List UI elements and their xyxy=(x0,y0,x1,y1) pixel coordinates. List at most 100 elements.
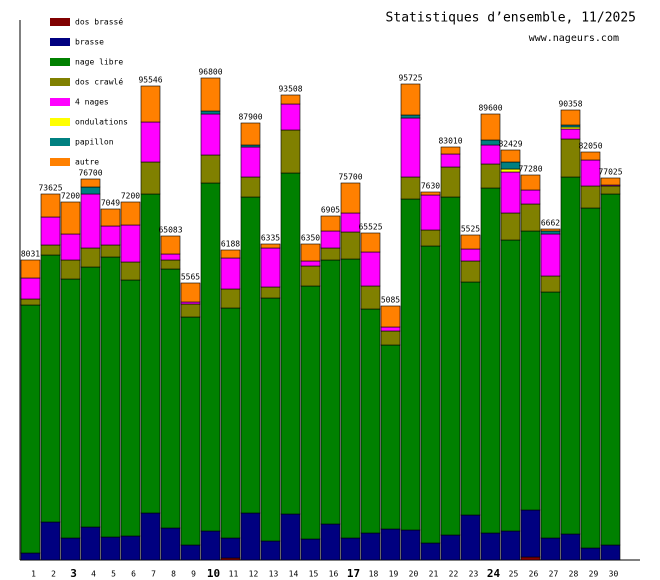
bar-segment xyxy=(360,532,381,561)
bar-segment xyxy=(480,187,501,534)
bar-segment xyxy=(500,161,521,170)
bar-segment xyxy=(120,201,141,226)
bar-segment xyxy=(560,138,581,178)
bar-segment xyxy=(80,193,101,249)
bar-segment xyxy=(80,266,101,528)
bar-segment xyxy=(400,83,421,116)
bar-segment xyxy=(140,512,161,561)
bar-segment xyxy=(580,547,601,561)
bar-segment xyxy=(40,254,61,523)
bar-segment xyxy=(200,113,221,156)
x-tick-label: 5 xyxy=(111,570,116,579)
legend-label: dos brassé xyxy=(75,17,123,27)
bar-segment xyxy=(440,166,461,198)
bar-segment xyxy=(180,316,201,546)
bar-segment xyxy=(280,129,301,174)
bar-segment xyxy=(180,303,201,318)
total-label: 6905 xyxy=(321,206,340,215)
total-label: 7200 xyxy=(61,192,80,201)
bar-segment xyxy=(280,103,301,131)
total-label: 96800 xyxy=(198,68,222,77)
legend-label: brasse xyxy=(75,38,104,47)
bar-segment xyxy=(340,212,361,233)
x-tick-label: 16 xyxy=(329,570,339,579)
total-label: 7200 xyxy=(121,192,140,201)
bar-segment xyxy=(360,285,381,310)
bar-segment xyxy=(40,193,61,218)
total-label: 7630 xyxy=(421,182,440,191)
bar-segment xyxy=(300,538,321,561)
total-label: 5085 xyxy=(381,296,400,305)
total-label: 77025 xyxy=(598,168,622,177)
total-label: 7049 xyxy=(101,199,120,208)
total-label: 65525 xyxy=(358,223,382,232)
legend-label: 4 nages xyxy=(75,98,109,107)
bar-segment xyxy=(320,247,341,261)
chart-title: Statistiques d’ensemble, 11/2025 xyxy=(386,11,636,26)
bar-segment xyxy=(400,176,421,200)
x-tick-label: 8 xyxy=(171,570,176,579)
total-label: 73625 xyxy=(38,184,62,193)
bar-segment xyxy=(380,528,401,561)
bar-segment xyxy=(600,177,621,186)
bar-segment xyxy=(480,139,501,146)
x-tick-label: 24 xyxy=(487,567,501,580)
bar-segment xyxy=(240,176,261,198)
bar-segment xyxy=(440,153,461,168)
legend-swatch xyxy=(50,38,70,46)
bar-segment xyxy=(440,196,461,536)
bar-segment xyxy=(120,279,141,537)
total-label: 5565 xyxy=(181,273,200,282)
legend-swatch xyxy=(50,138,70,146)
total-label: 6662 xyxy=(541,219,560,228)
bar-segment xyxy=(120,261,141,281)
bar-segment xyxy=(540,537,561,561)
x-tick-label: 10 xyxy=(207,567,220,580)
bar-segment xyxy=(280,513,301,561)
x-tick-label: 27 xyxy=(549,570,559,579)
bar-segment xyxy=(40,521,61,561)
chart-subtitle: www.nageurs.com xyxy=(529,33,619,44)
bar-segment xyxy=(140,121,161,163)
bar-segment xyxy=(220,307,241,539)
bar-segment xyxy=(460,234,481,250)
bar-segment xyxy=(300,285,321,540)
bar-segment xyxy=(140,161,161,195)
x-tick-label: 1 xyxy=(31,570,36,579)
bar-segment xyxy=(520,189,541,205)
bar-segment xyxy=(320,215,341,232)
total-label: 90358 xyxy=(558,100,582,109)
bar-segment xyxy=(200,77,221,112)
bar-segment xyxy=(400,114,421,119)
bar-segment xyxy=(420,542,441,561)
total-label: 75700 xyxy=(338,173,362,182)
bar-segment xyxy=(300,265,321,287)
total-label: 95546 xyxy=(138,76,162,85)
bar-segment xyxy=(100,244,121,258)
bar-segment xyxy=(400,198,421,531)
x-tick-label: 26 xyxy=(529,570,539,579)
x-tick-label: 4 xyxy=(91,570,96,579)
bar-segment xyxy=(520,174,541,191)
bar-segment xyxy=(60,278,81,539)
bar-segment xyxy=(500,171,521,214)
bar-segment xyxy=(520,556,541,561)
x-tick-label: 18 xyxy=(369,570,379,579)
bar-segment xyxy=(240,512,261,561)
bar-segment xyxy=(180,282,201,303)
x-tick-label: 6 xyxy=(131,570,136,579)
bar-segment xyxy=(500,212,521,241)
x-tick-label: 12 xyxy=(249,570,259,579)
bar-segment xyxy=(320,230,341,249)
total-label: 76700 xyxy=(78,169,102,178)
x-tick-label: 23 xyxy=(469,570,479,579)
bar-segment xyxy=(520,230,541,511)
bar-segment xyxy=(20,552,41,561)
bar-segment xyxy=(580,151,601,161)
bar-segment xyxy=(380,326,401,332)
total-label: 82429 xyxy=(498,140,522,149)
total-label: 89600 xyxy=(478,104,502,113)
bar-segment xyxy=(200,154,221,184)
bar-segment xyxy=(560,126,581,130)
bar-segment xyxy=(20,259,41,279)
